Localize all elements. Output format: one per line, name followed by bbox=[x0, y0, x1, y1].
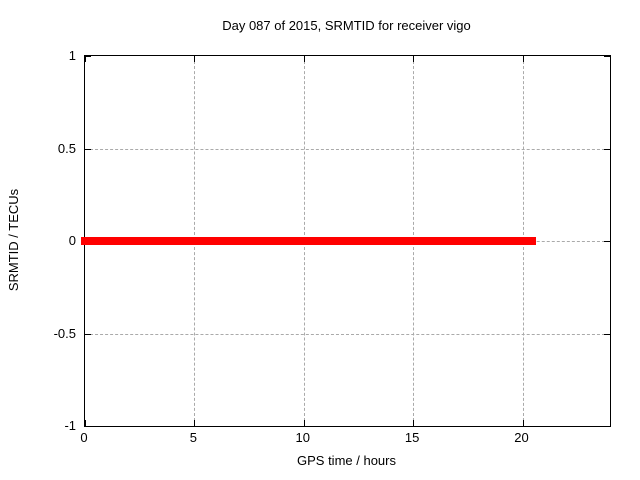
x-tick-label: 10 bbox=[295, 430, 310, 445]
y-tick-label: -1 bbox=[64, 418, 76, 433]
y-tick-label: 1 bbox=[68, 48, 76, 63]
x-tick-mark bbox=[85, 420, 86, 426]
series-line-srmtid bbox=[81, 237, 536, 245]
y-tick-mark bbox=[604, 333, 610, 335]
y-tick-mark bbox=[85, 56, 91, 57]
y-axis-label-text: SRMTID / TECUs bbox=[6, 188, 21, 292]
x-tick-mark bbox=[303, 420, 305, 426]
gridline-horizontal bbox=[85, 148, 610, 150]
x-tick-label: 20 bbox=[514, 430, 529, 445]
y-tick-label: -0.5 bbox=[53, 325, 76, 341]
y-tick-mark bbox=[604, 56, 610, 57]
plot-area bbox=[81, 55, 611, 427]
x-axis-label: GPS time / hours bbox=[297, 453, 396, 468]
x-tick-label: 0 bbox=[80, 430, 88, 445]
x-tick-mark bbox=[413, 420, 415, 426]
y-tick-mark bbox=[85, 333, 91, 335]
y-tick-label: 0 bbox=[68, 233, 76, 248]
gridline-horizontal bbox=[85, 333, 610, 335]
y-tick-mark bbox=[604, 241, 610, 242]
x-tick-mark bbox=[522, 56, 524, 62]
y-tick-mark bbox=[604, 148, 610, 150]
x-tick-label: 5 bbox=[189, 430, 197, 445]
y-tick-mark bbox=[85, 148, 91, 150]
x-tick-mark bbox=[85, 56, 86, 62]
x-tick-label: 15 bbox=[404, 430, 420, 445]
x-tick-mark bbox=[522, 420, 524, 426]
y-tick-mark bbox=[85, 426, 91, 427]
x-tick-mark bbox=[413, 56, 415, 62]
y-tick-mark bbox=[604, 426, 610, 427]
x-tick-mark bbox=[194, 56, 196, 62]
x-tick-mark bbox=[303, 56, 305, 62]
x-tick-mark bbox=[194, 420, 196, 426]
y-tick-label: 0.5 bbox=[57, 140, 76, 156]
chart-title: Day 087 of 2015, SRMTID for receiver vig… bbox=[222, 18, 471, 33]
